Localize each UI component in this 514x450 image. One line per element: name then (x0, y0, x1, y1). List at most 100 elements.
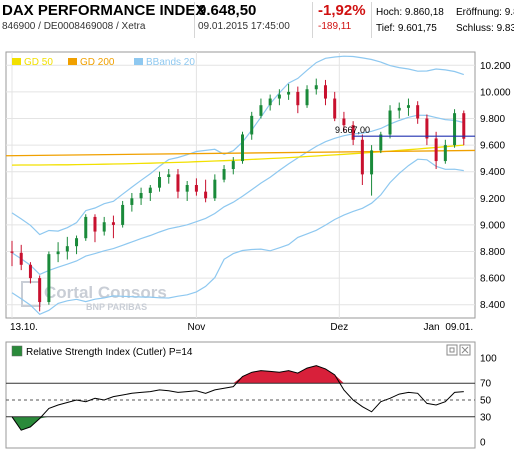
candle-body (213, 179, 217, 199)
bband-upper (11, 55, 464, 236)
candle-body (462, 113, 466, 139)
rsi-panel: Relative Strength Index (Cutler) P=14 10… (5, 341, 497, 449)
candle-body (231, 161, 235, 170)
candle-body (176, 174, 180, 192)
candle-body (204, 191, 208, 199)
y-tick-label: 9.000 (480, 220, 505, 231)
gd-200-line (5, 149, 476, 157)
candle-body (38, 278, 42, 303)
candle-body (379, 134, 383, 151)
candle-body (268, 98, 272, 106)
low-stat: Tief: 9.601,75 (376, 23, 437, 34)
y-tick-label: 9.600 (480, 141, 505, 152)
x-tick-label: 09.01. (445, 322, 473, 332)
candle-body (185, 185, 189, 192)
candle-body (351, 125, 355, 140)
candle-body (241, 134, 244, 162)
candle-body (323, 85, 327, 99)
candle-body (84, 216, 88, 239)
y-tick-label: 9.400 (480, 167, 505, 178)
candle-body (342, 118, 346, 126)
candle-body (305, 89, 309, 106)
candle-body (121, 204, 125, 225)
candle-body (397, 107, 401, 111)
candle-body (425, 118, 429, 139)
close-value: 9.83 (496, 23, 514, 34)
candle-body (434, 138, 438, 162)
candle-body (314, 85, 318, 90)
x-tick-label: Nov (188, 322, 206, 332)
price-chart[interactable]: Cortal Consors BNP PARIBAS 9.667,00 GD 5… (0, 40, 514, 332)
candle-body (75, 238, 79, 247)
panel-close-icon[interactable] (459, 344, 471, 356)
candle-body (56, 251, 60, 255)
y-tick-label: 10.000 (480, 87, 511, 98)
watermark-sub: BNP PARIBAS (86, 302, 147, 312)
candle-body (10, 251, 14, 253)
quote-header: DAX PERFORMANCE INDEX 846900 / DE0008469… (0, 0, 514, 40)
open-label: Eröffnung: (456, 7, 502, 18)
candle-body (360, 139, 364, 175)
candle-body (222, 169, 226, 180)
legend-swatch (134, 58, 143, 65)
panel-resize-icon[interactable] (446, 344, 458, 356)
y-tick-label: 8.600 (480, 274, 505, 285)
candle-body (130, 198, 134, 205)
rsi-tick-label: 0 (480, 438, 486, 449)
candle-body (93, 216, 97, 232)
candle-body (158, 177, 162, 188)
candle-body (65, 246, 69, 252)
candle-body (333, 98, 337, 119)
candle-body (139, 192, 143, 199)
candle-body (19, 252, 23, 265)
bbands-20-series (11, 55, 464, 316)
moving-averages (5, 144, 476, 166)
divider (312, 2, 313, 38)
legend-label: GD 200 (80, 57, 115, 68)
candle-body (453, 113, 457, 146)
x-tick-label: 13.10. (10, 322, 38, 332)
y-tick-label: 9.800 (480, 114, 505, 125)
close-label: Schluss: (456, 23, 494, 34)
price-level-label: 9.667,00 (335, 125, 370, 135)
candle-body (416, 105, 420, 119)
legend-swatch (68, 58, 77, 65)
candle-body (102, 222, 106, 232)
y-tick-label: 8.400 (480, 300, 505, 311)
candle-body (443, 145, 447, 162)
candle-body (148, 187, 152, 193)
price-level-line: 9.667,00 (335, 125, 475, 137)
candle-body (250, 115, 254, 135)
low-value: 9.601,75 (397, 23, 437, 34)
legend-label: GD 50 (24, 57, 53, 68)
change-absolute: -189,11 (318, 21, 352, 32)
high-label: Hoch: (376, 7, 403, 18)
open-value: 9.8 (504, 7, 514, 18)
y-tick-label: 8.800 (480, 247, 505, 258)
candle-body (111, 222, 115, 225)
candle-body (296, 91, 300, 106)
candle-body (370, 150, 374, 175)
rsi-tick-label: 30 (480, 412, 492, 423)
divider (194, 2, 195, 38)
rsi-tick-label: 70 (480, 379, 492, 390)
rsi-y-axis-ticks: 100 70 50 30 0 (480, 354, 497, 449)
y-axis-ticks: 10.200 10.000 9.800 9.600 9.400 9.200 9.000 8.8… (480, 61, 511, 311)
candle-body (259, 105, 263, 116)
x-tick-label: Jan (423, 322, 439, 332)
legend-label: BBands 20 (146, 57, 195, 68)
rsi-line-path (11, 365, 464, 431)
candle-body (287, 91, 291, 95)
rsi-tick-label: 100 (480, 354, 497, 365)
rsi-tick-label: 50 (480, 396, 492, 407)
candle-body (28, 264, 32, 279)
low-label: Tief: (376, 23, 396, 34)
x-axis-ticks: 13.10. Nov Dez Jan 09.01. (10, 322, 473, 332)
rsi-title: Relative Strength Index (Cutler) P=14 (26, 347, 193, 358)
candle-body (388, 110, 392, 135)
rsi-overbought-zone (233, 365, 344, 384)
candle-body (194, 185, 198, 192)
rsi-legend-swatch (11, 345, 23, 357)
bband-lower (11, 158, 464, 316)
rsi-oversold-zone (12, 416, 49, 431)
